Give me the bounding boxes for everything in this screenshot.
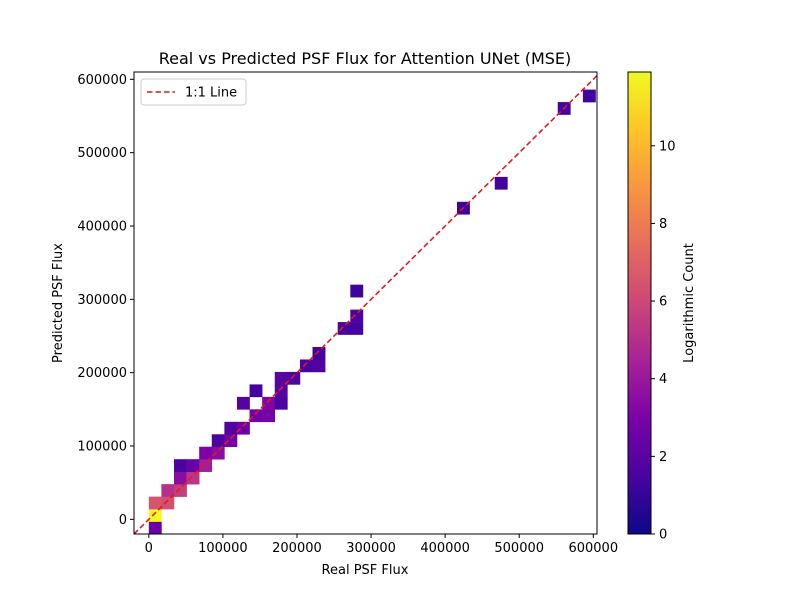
x-axis: 0 100000 200000 300000 400000 500000 600000 <box>145 534 618 556</box>
heatmap-cell <box>312 359 326 373</box>
heatmap-cell <box>582 89 596 103</box>
colorbar-axis: 0 2 4 6 8 10 <box>651 139 676 543</box>
heatmap-cell <box>211 446 225 460</box>
heatmap-cell <box>161 484 175 497</box>
reference-line-1-to-1 <box>134 75 597 534</box>
x-tick-label: 200000 <box>272 541 322 556</box>
colorbar-tick-label: 0 <box>659 528 667 543</box>
colorbar-label: Logarithmic Count <box>682 243 697 363</box>
x-tick-label: 400000 <box>420 541 470 556</box>
reference-line-layer <box>134 75 597 534</box>
heatmap-cell <box>350 322 364 335</box>
heatmap-cell <box>494 176 508 190</box>
heatmap-cell <box>199 446 213 460</box>
heatmap-cell <box>262 396 276 410</box>
plot-frame <box>133 71 598 535</box>
heatmap-cell <box>186 471 200 485</box>
heatmap-cell <box>350 309 364 323</box>
heatmap-cell <box>287 371 301 385</box>
colorbar-tick-label: 8 <box>659 217 667 232</box>
colorbar-tick-label: 4 <box>659 372 667 387</box>
y-tick-label: 600000 <box>77 73 127 88</box>
heatmap-cell <box>199 459 213 472</box>
x-tick-label: 300000 <box>346 541 396 556</box>
heatmap-cell <box>211 434 225 448</box>
y-tick-label: 400000 <box>77 220 127 235</box>
heatmap-cell <box>186 459 200 472</box>
chart-title: Real vs Predicted PSF Flux for Attention… <box>159 49 572 68</box>
heatmap-cell <box>337 322 351 335</box>
y-axis: 0 100000 200000 300000 400000 500000 600000 <box>77 73 134 528</box>
colorbar-tick-label: 2 <box>659 450 667 465</box>
heatmap-cell <box>274 396 288 410</box>
heatmap-cell <box>299 359 313 373</box>
colorbar-tick-label: 6 <box>659 295 667 310</box>
heatmap-cell <box>236 396 250 410</box>
heatmap-cell <box>249 384 263 398</box>
y-tick-label: 200000 <box>77 366 127 381</box>
heatmap-cell <box>312 347 326 360</box>
y-tick-label: 100000 <box>77 440 127 455</box>
y-tick-label: 0 <box>119 513 127 528</box>
heatmap-cell <box>148 509 162 522</box>
y-tick-label: 500000 <box>77 146 127 161</box>
legend: 1:1 Line <box>140 78 247 106</box>
x-tick-label: 500000 <box>494 541 544 556</box>
x-tick-label: 0 <box>145 541 153 556</box>
heatmap-cell <box>274 384 288 398</box>
heatmap-cell <box>224 434 238 448</box>
y-axis-label: Predicted PSF Flux <box>51 243 66 363</box>
heatmap-cell <box>174 471 187 485</box>
heatmap-bins <box>148 89 596 534</box>
heatmap-cell <box>148 521 162 534</box>
heatmap-cell <box>161 496 175 510</box>
heatmap-cell <box>262 409 276 423</box>
y-tick-label: 300000 <box>77 293 127 308</box>
heatmap-cell <box>174 459 187 472</box>
colorbar <box>627 71 652 535</box>
heatmap-cell <box>148 496 162 510</box>
heatmap-cell <box>174 484 187 497</box>
heatmap-cell <box>274 371 288 385</box>
heatmap-cell <box>249 409 263 423</box>
heatmap-cell <box>350 284 364 298</box>
heatmap-cell <box>224 421 238 435</box>
x-tick-label: 100000 <box>198 541 248 556</box>
x-axis-label: Real PSF Flux <box>322 563 409 578</box>
x-tick-label: 600000 <box>568 541 618 556</box>
heatmap-cell <box>236 421 250 435</box>
colorbar-tick-label: 10 <box>659 139 676 154</box>
legend-box <box>140 78 247 106</box>
legend-label: 1:1 Line <box>185 86 237 101</box>
